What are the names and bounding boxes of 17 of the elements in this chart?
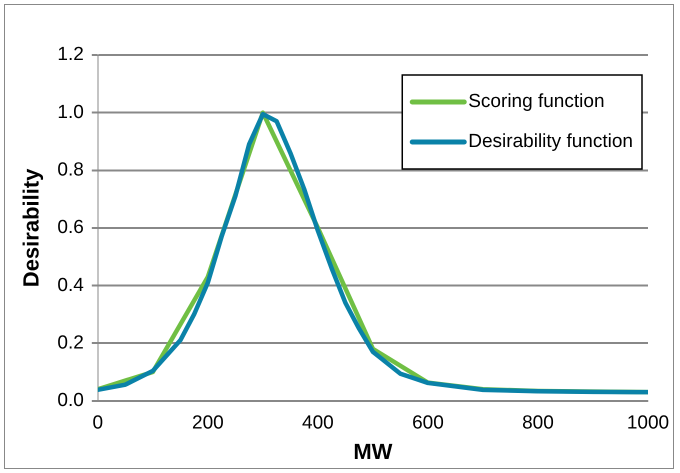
y-tick-label: 0.8 bbox=[57, 160, 84, 180]
x-tick-label: 800 bbox=[522, 412, 554, 434]
x-tick-label: 1000 bbox=[626, 412, 670, 434]
legend-label: Desirability function bbox=[468, 131, 634, 152]
x-axis-title: MW bbox=[353, 438, 393, 464]
x-tick-label: 400 bbox=[302, 412, 334, 434]
y-tick-label: 1.2 bbox=[57, 44, 84, 66]
x-tick-label: 200 bbox=[192, 412, 224, 434]
x-tick-label: 600 bbox=[412, 412, 444, 434]
legend-label: Scoring function bbox=[468, 91, 605, 112]
y-axis-title: Desirability bbox=[18, 168, 44, 288]
y-tick-label: 0.6 bbox=[57, 217, 84, 238]
y-tick-label: 0.2 bbox=[57, 332, 84, 354]
y-tick-label: 1.0 bbox=[57, 102, 84, 123]
y-tick-label: 0.4 bbox=[57, 274, 84, 296]
x-tick-label: 0 bbox=[92, 412, 104, 434]
y-tick-label: 0.0 bbox=[57, 390, 84, 412]
